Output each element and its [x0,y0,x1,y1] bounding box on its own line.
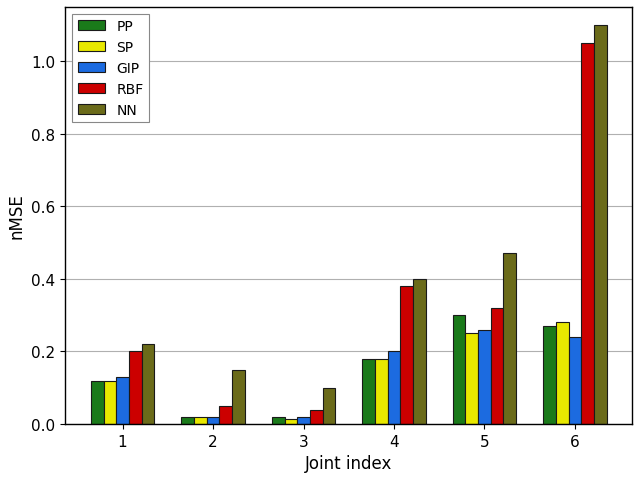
Bar [491,308,504,424]
Bar [141,345,154,424]
Bar [594,26,607,424]
Bar [91,381,104,424]
Bar [556,323,568,424]
Bar [465,334,478,424]
Bar [285,419,297,424]
Bar [452,315,465,424]
Bar [297,417,310,424]
Bar [568,337,581,424]
Bar [581,44,594,424]
Bar [272,417,285,424]
Bar [207,417,220,424]
Bar [129,352,141,424]
Y-axis label: nMSE: nMSE [8,193,26,239]
Bar [388,352,401,424]
Bar [323,388,335,424]
Bar [478,330,491,424]
Bar [104,381,116,424]
Bar [220,406,232,424]
Bar [310,410,323,424]
Bar [116,377,129,424]
Bar [362,359,375,424]
Bar [375,359,388,424]
Bar [194,417,207,424]
Bar [413,279,426,424]
X-axis label: Joint index: Joint index [305,455,392,472]
Bar [401,287,413,424]
Legend: PP, SP, GIP, RBF, NN: PP, SP, GIP, RBF, NN [72,14,149,123]
Bar [232,370,244,424]
Bar [181,417,194,424]
Bar [543,326,556,424]
Bar [504,254,516,424]
